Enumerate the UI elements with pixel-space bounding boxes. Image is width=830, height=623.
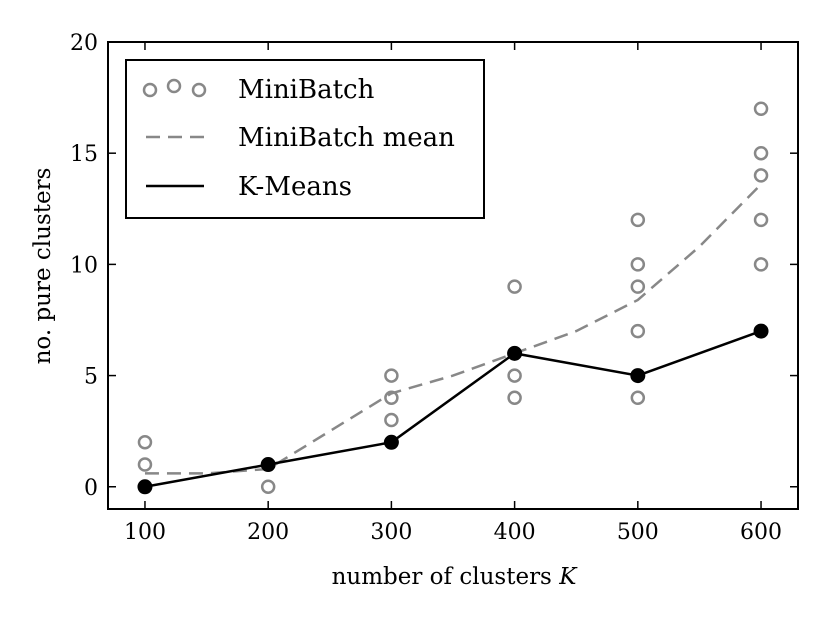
minibatch-point xyxy=(384,412,399,428)
minibatch-point xyxy=(630,390,646,406)
y-tick-label: 5 xyxy=(84,365,98,390)
kmeans-line xyxy=(144,329,762,488)
legend-label-minibatch-mean: MiniBatch mean xyxy=(238,123,455,153)
legend-marker-minibatch xyxy=(142,78,207,98)
plot-marks xyxy=(137,101,769,495)
kmeans-point xyxy=(507,345,523,361)
x-tick-label: 100 xyxy=(124,520,166,545)
minibatch-point xyxy=(753,101,769,116)
x-tick-label: 400 xyxy=(494,520,536,545)
minibatch-point xyxy=(753,257,769,272)
minibatch-point xyxy=(137,435,153,450)
x-tick-label: 300 xyxy=(370,520,412,545)
minibatch-point xyxy=(507,390,522,406)
kmeans-point xyxy=(260,457,276,473)
kmeans-point xyxy=(383,434,399,450)
y-tick-label: 0 xyxy=(84,476,98,501)
x-axis-label: number of clusters K xyxy=(332,564,579,590)
minibatch-point xyxy=(630,323,646,339)
y-tick-label: 10 xyxy=(70,253,98,278)
legend-label-minibatch: MiniBatch xyxy=(238,75,375,105)
minibatch-point xyxy=(137,457,153,472)
minibatch-point xyxy=(753,145,769,161)
x-tick-label: 200 xyxy=(247,520,289,545)
legend-label-kmeans: K-Means xyxy=(238,172,352,202)
x-tick-label: 500 xyxy=(617,520,659,545)
minibatch-point xyxy=(260,479,276,495)
minibatch-point xyxy=(753,212,769,228)
minibatch-point xyxy=(630,212,646,228)
plot-frame xyxy=(107,41,799,510)
y-tick-label: 20 xyxy=(70,31,98,56)
minibatch-point xyxy=(753,168,769,183)
kmeans-point xyxy=(630,368,646,384)
legend-entry-minibatch-mean: MiniBatch mean xyxy=(146,123,455,153)
legend: MiniBatch MiniBatch mean K-Means xyxy=(125,59,485,219)
y-axis-ticks: 0 5 10 15 20 xyxy=(70,31,798,501)
legend-entry-kmeans: K-Means xyxy=(146,172,352,202)
minibatch-mean-line xyxy=(144,183,762,475)
kmeans-point xyxy=(753,323,769,339)
kmeans-point xyxy=(137,479,153,495)
minibatch-point xyxy=(507,368,522,383)
minibatch-point xyxy=(384,390,399,406)
x-axis-ticks: 100 200 300 400 500 600 xyxy=(124,42,782,545)
x-tick-label: 600 xyxy=(740,520,782,545)
y-axis-label: no. pure clusters xyxy=(30,168,56,365)
minibatch-point xyxy=(507,279,522,294)
legend-box xyxy=(125,59,485,219)
minibatch-point xyxy=(630,257,646,272)
minibatch-point xyxy=(384,368,399,383)
y-tick-label: 15 xyxy=(70,142,98,167)
minibatch-point xyxy=(630,279,646,294)
legend-entry-minibatch: MiniBatch xyxy=(142,75,375,105)
